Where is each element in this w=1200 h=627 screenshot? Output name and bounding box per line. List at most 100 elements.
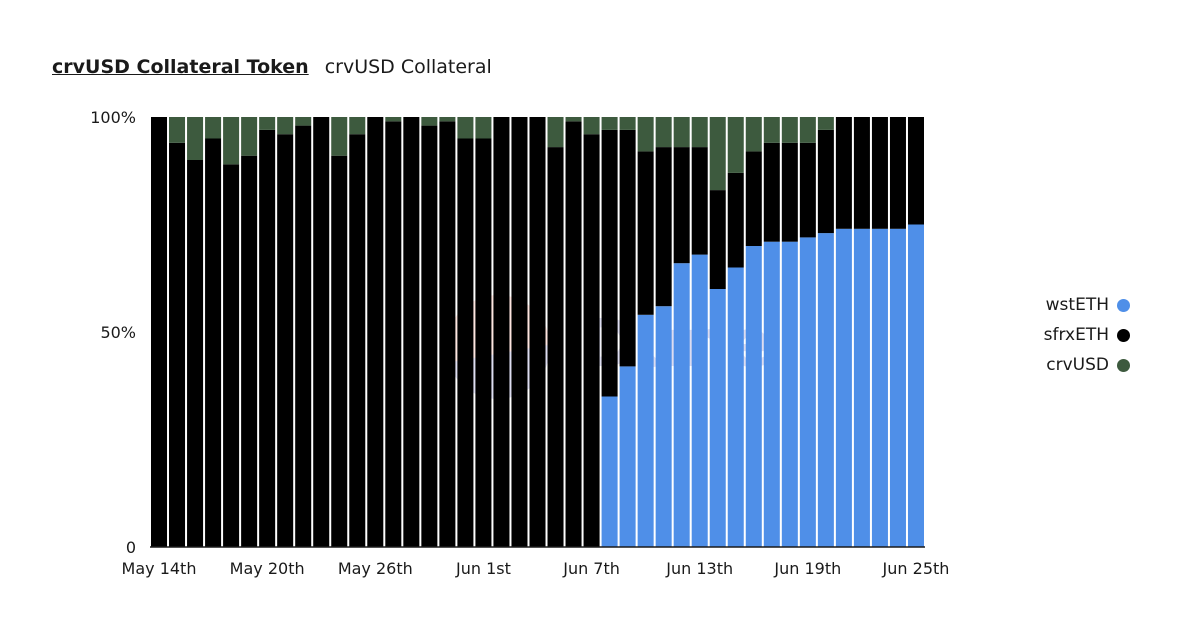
chart-title-tab[interactable]: crvUSD Collateral Token [52,56,309,78]
bar-wsteth-37 [817,233,834,547]
legend-item-crvusd[interactable]: crvUSD [1020,350,1130,380]
legend-item-wsteth[interactable]: wstETH [1020,290,1130,320]
bar-crvusd-25 [601,117,618,130]
bar-wsteth-25 [601,396,618,547]
bar-sfrxeth-39 [853,117,870,229]
bar-crvusd-32 [727,117,744,173]
bar-wsteth-30 [691,254,708,547]
bar-crvusd-27 [637,117,654,152]
bar-crvusd-28 [655,117,672,148]
x-tick-label: May 26th [338,559,413,578]
bar-wsteth-38 [835,228,852,548]
bar-crvusd-36 [799,117,816,143]
bar-wsteth-42 [907,224,924,547]
bar-wsteth-28 [655,306,672,547]
bar-crvusd-4 [223,117,240,165]
legend-dot-wsteth-icon [1117,298,1130,312]
bar-sfrxeth-32 [727,172,744,268]
bar-sfrxeth-12 [367,117,384,547]
legend-label-wsteth: wstETH [1045,295,1109,315]
bar-sfrxeth-26 [619,129,636,367]
bar-sfrxeth-14 [403,117,420,547]
bar-sfrxeth-36 [799,142,816,238]
legend-dot-sfrxeth-icon [1117,328,1130,342]
bar-sfrxeth-38 [835,117,852,229]
bar-sfrxeth-2 [187,160,204,547]
bar-crvusd-24 [583,117,600,135]
chart-legend: wstETH sfrxETH crvUSD [1020,290,1130,380]
x-tick-label: Jun 25th [882,559,950,578]
legend-label-crvusd: crvUSD [1046,355,1109,375]
bar-crvusd-6 [259,117,276,130]
chart-subtitle-tab[interactable]: crvUSD Collateral [324,56,492,78]
bar-wsteth-33 [745,246,762,547]
bar-crvusd-8 [295,117,312,126]
x-tick-label: Jun 13th [665,559,733,578]
x-tick-label: May 14th [122,559,197,578]
bar-sfrxeth-28 [655,147,672,307]
bar-crvusd-34 [763,117,780,143]
bar-sfrxeth-8 [295,125,312,547]
x-tick-label: Jun 19th [773,559,841,578]
x-tick-label: May 20th [230,559,305,578]
bar-sfrxeth-33 [745,151,762,246]
bar-crvusd-10 [331,117,348,156]
bar-sfrxeth-24 [583,134,600,547]
bar-sfrxeth-29 [673,147,690,264]
bar-sfrxeth-5 [241,155,258,547]
bar-crvusd-29 [673,117,690,148]
bar-sfrxeth-10 [331,155,348,547]
bar-crvusd-3 [205,117,222,139]
x-tick-label: Jun 1st [455,559,511,578]
bar-sfrxeth-0 [151,117,168,547]
bar-wsteth-40 [871,228,888,548]
bar-crvusd-15 [421,117,438,126]
bar-sfrxeth-30 [691,147,708,255]
bar-sfrxeth-17 [457,138,474,547]
y-tick-label: 0 [126,538,136,557]
bar-sfrxeth-7 [277,134,294,547]
bar-sfrxeth-31 [709,190,726,289]
chart-header: crvUSD Collateral Token crvUSD Collatera… [52,56,492,78]
bar-crvusd-31 [709,117,726,191]
bar-wsteth-39 [853,228,870,548]
bar-wsteth-36 [799,237,816,547]
bar-sfrxeth-9 [313,117,330,547]
bar-sfrxeth-20 [511,117,528,547]
bar-sfrxeth-15 [421,125,438,547]
bar-crvusd-30 [691,117,708,148]
bar-sfrxeth-22 [547,147,564,547]
bar-wsteth-26 [619,366,636,547]
bar-sfrxeth-23 [565,121,582,548]
bar-wsteth-32 [727,267,744,547]
bar-wsteth-27 [637,314,654,547]
bar-sfrxeth-27 [637,151,654,315]
bar-sfrxeth-41 [889,117,906,229]
bar-sfrxeth-18 [475,138,492,547]
legend-label-sfrxeth: sfrxETH [1043,325,1109,345]
bar-crvusd-18 [475,117,492,139]
legend-dot-crvusd-icon [1117,358,1130,372]
bar-sfrxeth-40 [871,117,888,229]
bar-sfrxeth-34 [763,142,780,242]
bar-crvusd-37 [817,117,834,130]
bar-sfrxeth-42 [907,117,924,225]
bar-sfrxeth-25 [601,129,618,397]
bar-wsteth-29 [673,263,690,547]
bar-crvusd-35 [781,117,798,143]
bar-sfrxeth-21 [529,117,546,547]
bar-wsteth-35 [781,241,798,547]
legend-item-sfrxeth[interactable]: sfrxETH [1020,320,1130,350]
bar-sfrxeth-35 [781,142,798,242]
bar-sfrxeth-13 [385,121,402,548]
bar-sfrxeth-3 [205,138,222,547]
bar-sfrxeth-6 [259,129,276,547]
bar-crvusd-1 [169,117,186,143]
bar-wsteth-34 [763,241,780,547]
bar-sfrxeth-11 [349,134,366,547]
bar-crvusd-23 [565,117,582,122]
bar-crvusd-16 [439,117,456,122]
bar-crvusd-2 [187,117,204,160]
bar-crvusd-26 [619,117,636,130]
